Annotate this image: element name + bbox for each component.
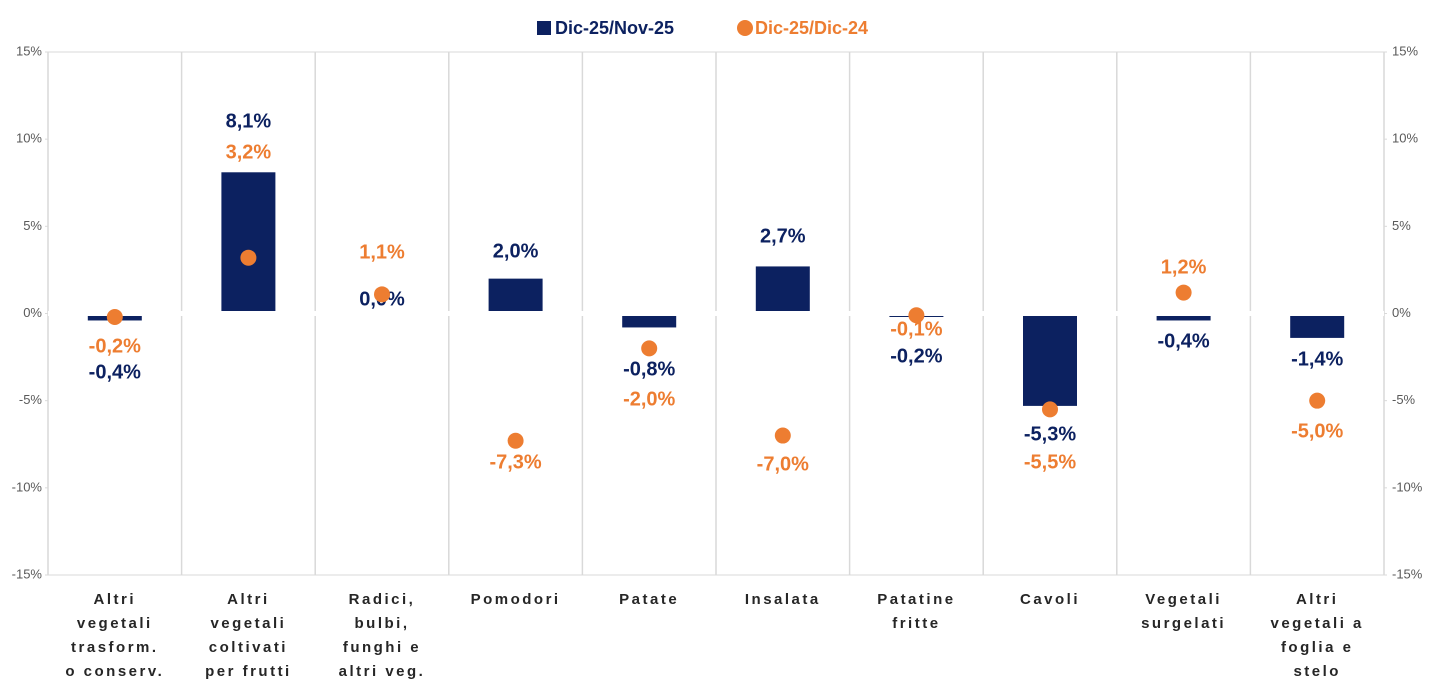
value-label: -0,8% <box>623 358 675 380</box>
x-tick-label: vegetali <box>210 615 286 632</box>
bar <box>1023 313 1077 406</box>
y2-tick-label: 0% <box>1392 305 1411 320</box>
x-tick-label: altri veg. <box>339 663 426 680</box>
x-tick-label: Insalata <box>745 591 821 608</box>
dot <box>240 249 257 266</box>
y-tick-label: -15% <box>12 566 43 581</box>
x-tick-label: surgelati <box>1141 615 1226 632</box>
y-tick-label: -5% <box>19 392 43 407</box>
x-tick-label: per frutti <box>205 663 292 680</box>
x-tick-label: Patate <box>619 591 679 608</box>
value-label: 3,2% <box>226 141 272 163</box>
value-label: -7,0% <box>757 453 809 475</box>
x-tick-label: bulbi, <box>355 615 410 632</box>
bar <box>221 172 276 314</box>
x-tick-label: foglia e <box>1281 639 1354 656</box>
dot <box>507 432 524 449</box>
x-tick-label: Vegetali <box>1145 591 1222 608</box>
dot <box>1309 392 1326 409</box>
y-tick-label: -10% <box>12 479 43 494</box>
y2-tick-label: 5% <box>1392 218 1411 233</box>
x-tick-label: Altri <box>94 591 137 608</box>
x-tick-label: stelo <box>1293 663 1341 680</box>
value-label: -5,0% <box>1291 420 1343 442</box>
bar <box>1156 313 1211 321</box>
value-label: -0,2% <box>890 345 942 367</box>
legend-swatch <box>737 20 753 36</box>
x-tick-label: funghi e <box>343 639 421 656</box>
value-label: -5,5% <box>1024 451 1076 473</box>
bar <box>488 278 543 314</box>
bar <box>1290 313 1345 338</box>
dot <box>908 307 925 324</box>
value-label: -0,1% <box>890 318 942 340</box>
y-tick-label: 0% <box>23 305 42 320</box>
y-tick-label: 5% <box>23 218 42 233</box>
value-label: 8,1% <box>226 110 272 132</box>
dot <box>774 427 791 444</box>
value-label: -2,0% <box>623 388 675 410</box>
y-tick-label: 10% <box>16 131 42 146</box>
y-tick-label: 15% <box>16 43 42 58</box>
x-tick-label: Altri <box>1296 591 1339 608</box>
x-tick-label: Cavoli <box>1020 591 1080 608</box>
value-label: 1,1% <box>359 241 405 263</box>
legend-swatch <box>537 21 551 35</box>
dot <box>1042 401 1058 418</box>
y2-tick-label: -5% <box>1392 392 1416 407</box>
bar <box>622 313 677 328</box>
y2-tick-label: 15% <box>1392 43 1418 58</box>
x-tick-label: trasform. <box>71 639 159 656</box>
value-label: -7,3% <box>489 451 541 473</box>
x-tick-label: Radici, <box>349 591 416 608</box>
x-tick-label: o conserv. <box>65 663 164 680</box>
x-tick-label: vegetali <box>77 615 153 632</box>
dot <box>106 308 123 325</box>
dot <box>1175 284 1192 301</box>
y2-tick-label: -15% <box>1392 566 1423 581</box>
value-label: 2,7% <box>760 225 806 247</box>
value-label: -1,4% <box>1291 348 1343 370</box>
legend-label: Dic-25/Dic-24 <box>755 18 868 38</box>
dot <box>641 340 658 357</box>
legend-label: Dic-25/Nov-25 <box>555 18 674 38</box>
x-tick-label: Altri <box>227 591 270 608</box>
y2-tick-label: -10% <box>1392 479 1423 494</box>
value-label: -0,2% <box>89 335 141 357</box>
dot <box>374 286 390 303</box>
y2-tick-label: 10% <box>1392 131 1418 146</box>
value-label: -0,4% <box>1157 330 1209 352</box>
x-tick-label: vegetali a <box>1271 615 1364 632</box>
value-label: -0,4% <box>89 361 141 383</box>
bar <box>755 266 810 314</box>
x-tick-label: fritte <box>892 615 940 632</box>
x-tick-label: Pomodori <box>471 591 561 608</box>
x-tick-label: Patatine <box>877 591 955 608</box>
value-label: 2,0% <box>493 240 539 262</box>
x-tick-label: coltivati <box>209 639 288 656</box>
value-label: 1,2% <box>1161 256 1207 278</box>
value-label: -5,3% <box>1024 423 1076 445</box>
